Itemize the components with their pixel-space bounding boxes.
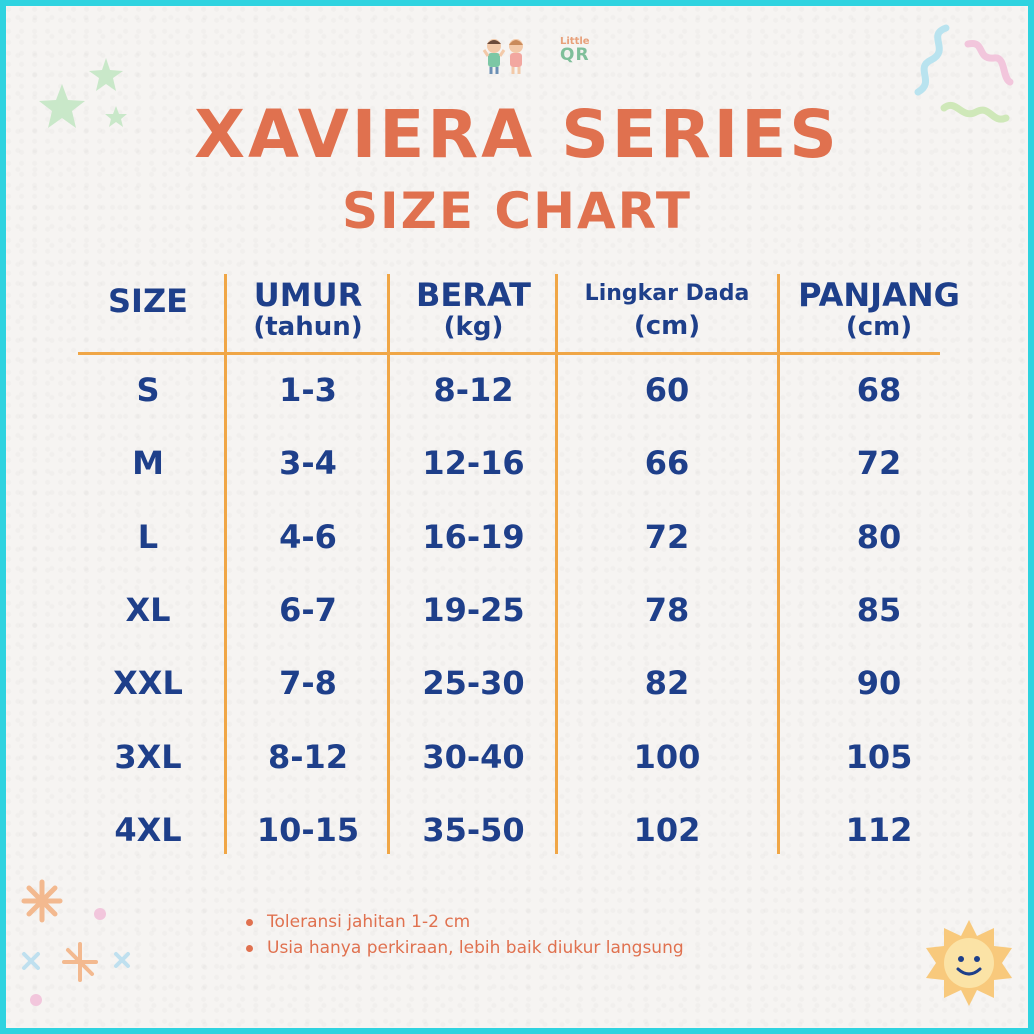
header-unit: (tahun)	[253, 312, 363, 343]
note-text: Toleransi jahitan 1-2 cm	[267, 912, 471, 932]
brand-logo-text: Little QR	[560, 37, 590, 64]
list-item: Toleransi jahitan 1-2 cm	[246, 912, 684, 932]
header-berat: BERAT (kg)	[391, 276, 556, 343]
table-cell: 3XL	[114, 738, 182, 776]
table-cell: XL	[125, 591, 171, 629]
table-cell: 85	[856, 591, 902, 629]
column-divider	[387, 274, 390, 854]
column-divider	[224, 274, 227, 854]
table-cell: 8-12	[267, 738, 349, 776]
page-subtitle: SIZE CHART	[341, 182, 693, 240]
table-cell: 35-50	[422, 811, 525, 849]
header-label: PANJANG	[798, 276, 960, 314]
table-cell: 112	[845, 811, 913, 849]
header-size: SIZE	[78, 282, 218, 320]
table-cell: 7-8	[279, 664, 337, 702]
squiggle-decoration-icon	[914, 24, 1014, 123]
sparkle-decoration-icon	[21, 879, 130, 1006]
header-unit: (cm)	[845, 312, 913, 343]
table-cell: S	[136, 371, 160, 409]
table-cell: 4-6	[279, 518, 337, 556]
header-panjang: PANJANG (cm)	[781, 276, 977, 343]
header-label: BERAT	[416, 276, 531, 314]
table-cell: 30-40	[422, 738, 525, 776]
table-cell: 16-19	[422, 518, 525, 556]
column-divider	[555, 274, 558, 854]
table-cell: 72	[856, 444, 902, 482]
list-item: Usia hanya perkiraan, lebih baik diukur …	[246, 938, 684, 958]
table-cell: 1-3	[279, 371, 337, 409]
table-cell: 10-15	[256, 811, 360, 849]
table-cell: 25-30	[422, 664, 525, 702]
header-label: Lingkar Dada	[584, 281, 750, 306]
header-lingkar-dada: Lingkar Dada (cm)	[559, 278, 775, 341]
table-cell: 12-16	[422, 444, 525, 482]
table-cell: 100	[633, 738, 701, 776]
brand-logo-icon	[482, 39, 523, 74]
header-unit: (cm)	[633, 311, 701, 342]
header-label: UMUR	[253, 276, 363, 314]
page-title: XAVIERA SERIES	[194, 96, 840, 173]
sun-decoration-icon	[926, 920, 1012, 1006]
table-cell: XXL	[113, 664, 183, 702]
table-cell: 90	[856, 664, 902, 702]
table-cell: 6-7	[279, 591, 337, 629]
logo-line-2: QR	[560, 45, 590, 65]
header-umur: UMUR (tahun)	[228, 276, 388, 343]
header-divider	[78, 352, 940, 355]
bullet-icon	[246, 944, 253, 952]
table-cell: 66	[644, 444, 690, 482]
note-text: Usia hanya perkiraan, lebih baik diukur …	[267, 938, 684, 958]
table-cell: 80	[856, 518, 902, 556]
star-decoration-icon	[39, 58, 127, 128]
column-divider	[777, 274, 780, 854]
table-cell: 82	[644, 664, 690, 702]
table-cell: 8-12	[433, 371, 514, 409]
table-cell: 72	[644, 518, 690, 556]
table-cell: 4XL	[114, 811, 182, 849]
bullet-icon	[246, 918, 253, 926]
table-cell: 105	[845, 738, 913, 776]
table-cell: L	[137, 518, 159, 556]
table-cell: 60	[644, 371, 690, 409]
header-unit: (kg)	[443, 312, 504, 343]
header-label: SIZE	[107, 282, 188, 320]
table-cell: M	[132, 444, 164, 482]
table-cell: 19-25	[422, 591, 525, 629]
table-cell: 78	[644, 591, 690, 629]
logo-line-1: Little	[560, 36, 590, 47]
table-cell: 3-4	[279, 444, 337, 482]
table-cell: 102	[633, 811, 701, 849]
notes-list: Toleransi jahitan 1-2 cm Usia hanya perk…	[246, 912, 684, 964]
table-cell: 68	[856, 371, 902, 409]
